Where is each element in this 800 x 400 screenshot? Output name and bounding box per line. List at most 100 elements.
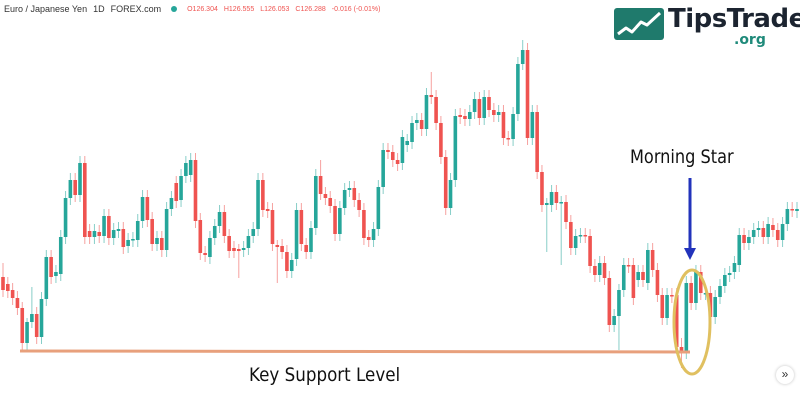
- candle: [525, 43, 530, 145]
- candle: [516, 57, 520, 121]
- candle: [713, 290, 717, 324]
- ohlc-high: H126.555: [223, 5, 255, 13]
- candle: [641, 265, 645, 287]
- ohlc-low: L126.053: [260, 5, 290, 13]
- candle-body: [723, 275, 727, 286]
- candle: [174, 176, 179, 208]
- candle-body: [496, 112, 501, 115]
- candle-body: [631, 265, 636, 298]
- candle-body: [732, 263, 737, 272]
- candle-body: [318, 176, 323, 194]
- candle-body: [390, 152, 395, 160]
- candle: [241, 241, 246, 257]
- candle-body: [578, 235, 583, 237]
- candle-body: [381, 150, 385, 187]
- candle-body: [492, 110, 496, 115]
- candle: [217, 205, 222, 233]
- candle: [54, 265, 58, 283]
- candle-body: [588, 236, 592, 266]
- candle-body: [275, 245, 280, 247]
- candle-body: [39, 299, 44, 337]
- exchange: FOREX.com: [110, 4, 162, 14]
- candle-body: [227, 236, 231, 251]
- candle: [621, 258, 626, 297]
- candle-body: [559, 202, 564, 204]
- candle: [506, 131, 511, 146]
- candle-body: [626, 265, 631, 267]
- candle-body: [612, 316, 616, 325]
- candle-body: [246, 236, 251, 248]
- candle: [660, 288, 665, 325]
- candle-body: [511, 114, 515, 139]
- candle: [131, 232, 135, 247]
- candle: [795, 202, 799, 218]
- candle-body: [97, 232, 102, 236]
- candle-body: [222, 212, 227, 236]
- candle: [256, 173, 260, 236]
- candle-body: [540, 172, 544, 205]
- candle: [511, 107, 515, 146]
- candle: [150, 212, 154, 251]
- candle-body: [674, 295, 679, 347]
- candle: [761, 221, 766, 244]
- candle: [68, 173, 73, 205]
- candle: [718, 279, 722, 304]
- candle-body: [655, 270, 660, 295]
- candle-body: [313, 176, 318, 228]
- logo-name: TipsTrade: [668, 4, 800, 34]
- candle: [198, 213, 203, 260]
- candle: [203, 246, 207, 262]
- candle: [155, 231, 159, 251]
- scroll-to-realtime-button[interactable]: »: [776, 366, 794, 384]
- candle: [251, 222, 256, 243]
- candle: [44, 250, 49, 306]
- symbol-header: Euro / Japanese Yen 1D FOREX.com O126.30…: [4, 4, 380, 14]
- candle: [232, 241, 236, 258]
- candle: [313, 169, 318, 235]
- candle: [10, 283, 15, 305]
- candle: [689, 276, 693, 310]
- candle-body: [670, 295, 674, 297]
- candle-body: [371, 229, 376, 240]
- candle: [453, 109, 458, 187]
- candle-body: [193, 160, 198, 221]
- candle: [265, 202, 270, 218]
- candle: [727, 266, 732, 282]
- candle-body: [342, 190, 347, 208]
- candle: [20, 302, 25, 350]
- candle-body: [751, 230, 756, 237]
- candle: [160, 231, 164, 257]
- candle-body: [487, 97, 491, 110]
- candle: [405, 134, 410, 152]
- candle-body: [785, 209, 790, 224]
- candle-body: [179, 176, 183, 200]
- candle: [309, 221, 313, 259]
- symbol-name: Euro / Japanese Yen: [4, 4, 88, 14]
- candle: [328, 191, 333, 213]
- candle-body: [328, 198, 333, 206]
- candle: [362, 203, 366, 245]
- candle: [371, 222, 376, 247]
- candle: [270, 203, 275, 251]
- candle: [419, 113, 424, 136]
- candle: [83, 156, 87, 244]
- candle: [573, 229, 578, 255]
- candle-body: [232, 248, 236, 251]
- candle: [97, 225, 102, 243]
- candle-body: [583, 235, 588, 237]
- candle: [193, 153, 198, 228]
- candle-body: [338, 208, 342, 234]
- candle-body: [280, 246, 284, 252]
- candle-body: [160, 238, 164, 250]
- candle-body: [597, 263, 602, 275]
- candle-body: [516, 64, 520, 114]
- interval[interactable]: 1D: [93, 4, 105, 14]
- candle: [1, 263, 5, 297]
- candle-body: [169, 198, 174, 209]
- candle-body: [135, 221, 140, 240]
- candle: [467, 105, 472, 126]
- candle: [530, 105, 535, 145]
- candle-body: [684, 283, 689, 352]
- candle: [30, 287, 34, 328]
